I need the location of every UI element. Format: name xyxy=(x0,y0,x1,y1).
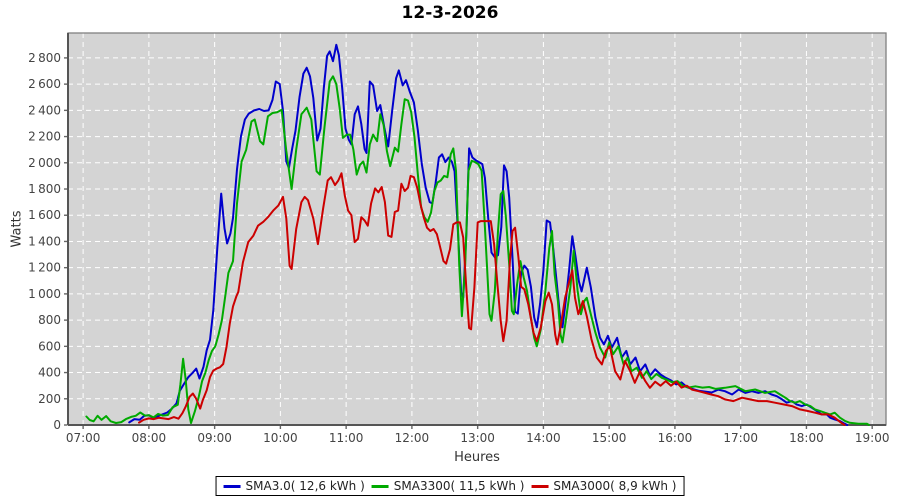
y-tick-label: 1 600 xyxy=(28,208,61,222)
y-tick-label: 200 xyxy=(38,392,61,406)
y-tick-label: 1 400 xyxy=(28,234,61,248)
legend-item: SMA3.0( 12,6 kWh ) xyxy=(223,479,365,493)
legend-label: SMA3.0( 12,6 kWh ) xyxy=(245,479,365,493)
series-line xyxy=(138,172,846,426)
x-tick-label: 11:00 xyxy=(329,431,364,445)
legend-item: SMA3000( 8,9 kWh ) xyxy=(531,479,676,493)
x-tick-label: 17:00 xyxy=(723,431,758,445)
x-tick-label: 14:00 xyxy=(526,431,561,445)
y-tick-label: 800 xyxy=(38,313,61,327)
y-tick-label: 1 200 xyxy=(28,261,61,275)
y-tick-label: 2 000 xyxy=(28,156,61,170)
x-tick-label: 09:00 xyxy=(197,431,232,445)
legend-line-marker xyxy=(371,484,389,488)
legend-line-marker xyxy=(531,484,549,488)
y-tick-label: 2 800 xyxy=(28,51,61,65)
y-tick-label: 2 200 xyxy=(28,130,61,144)
x-tick-label: 13:00 xyxy=(460,431,495,445)
legend-line-marker xyxy=(223,484,241,488)
x-tick-label: 08:00 xyxy=(132,431,167,445)
y-tick-label: 2 400 xyxy=(28,103,61,117)
legend-label: SMA3000( 8,9 kWh ) xyxy=(553,479,677,493)
y-tick-label: 1 800 xyxy=(28,182,61,196)
y-tick-label: 2 600 xyxy=(28,77,61,91)
y-tick-label: 0 xyxy=(53,418,61,432)
y-tick-label: 1 000 xyxy=(28,287,61,301)
x-axis-label: Heures xyxy=(454,450,500,465)
x-tick-label: 07:00 xyxy=(66,431,101,445)
x-tick-label: 10:00 xyxy=(263,431,298,445)
x-tick-label: 16:00 xyxy=(658,431,693,445)
y-tick-label: 600 xyxy=(38,339,61,353)
legend-label: SMA3300( 11,5 kWh ) xyxy=(393,479,525,493)
x-tick-label: 12:00 xyxy=(395,431,430,445)
series-line xyxy=(85,75,870,426)
y-tick-label: 400 xyxy=(38,366,61,380)
y-axis-label: Watts xyxy=(9,210,25,248)
x-tick-label: 19:00 xyxy=(855,431,890,445)
x-tick-label: 15:00 xyxy=(592,431,627,445)
legend-item: SMA3300( 11,5 kWh ) xyxy=(371,479,525,493)
chart-title: 12-3-2026 xyxy=(401,3,499,23)
x-tick-label: 18:00 xyxy=(789,431,824,445)
legend: SMA3.0( 12,6 kWh ) SMA3300( 11,5 kWh ) SMA… xyxy=(215,476,685,496)
